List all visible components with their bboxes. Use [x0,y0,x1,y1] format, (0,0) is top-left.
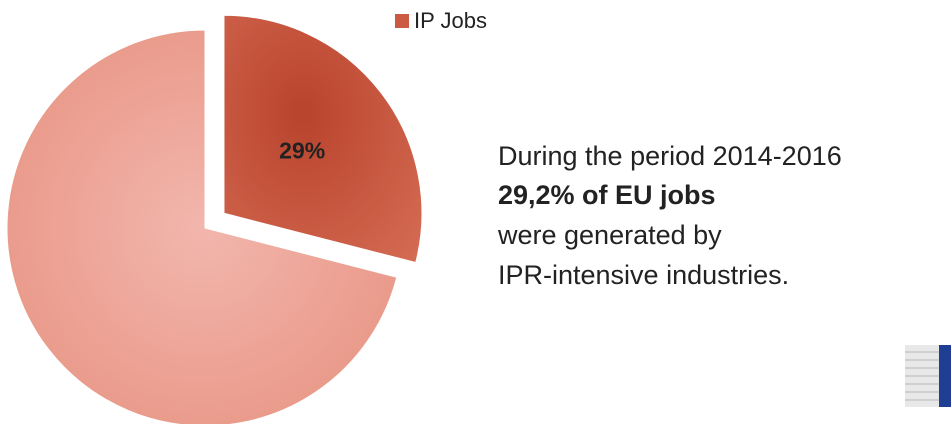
annotation: During the period 2014-2016 [498,141,842,171]
annotation: were generated by [497,220,722,250]
legend-swatch [395,14,409,28]
legend-label: IP Jobs [414,8,487,33]
legend: IP Jobs [395,8,487,33]
annotation: IPR-intensive industries. [498,260,789,290]
annotation: 29,2% of EU jobs [498,180,716,210]
data-label: 29% [279,138,325,164]
pie: 29% [6,14,423,424]
logo [905,345,951,407]
pie-slice [6,29,398,424]
pie-slice [223,14,423,264]
